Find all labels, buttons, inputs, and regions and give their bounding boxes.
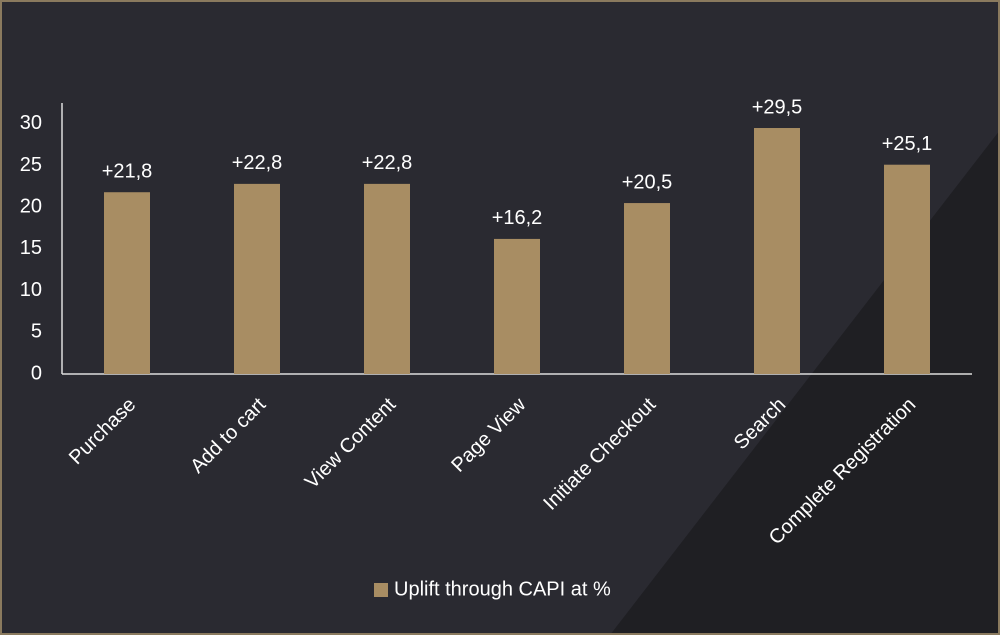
bar [754, 128, 800, 374]
value-label: +22,8 [362, 152, 413, 174]
bar [104, 192, 150, 374]
value-label: +29,5 [752, 96, 803, 118]
y-tick-label: 10 [20, 279, 42, 301]
y-tick-label: 20 [20, 196, 42, 218]
y-tick-label: 5 [31, 321, 42, 343]
bar [494, 238, 540, 374]
value-label: +16,2 [492, 207, 543, 229]
value-label: +21,8 [102, 161, 153, 183]
bar [884, 164, 930, 374]
y-tick-label: 25 [20, 154, 42, 176]
value-label: +25,1 [882, 133, 933, 155]
value-label: +20,5 [622, 171, 673, 193]
legend-label: Uplift through CAPI at % [394, 578, 611, 600]
y-tick-label: 0 [31, 362, 42, 384]
value-label: +22,8 [232, 152, 283, 174]
bar [624, 203, 670, 374]
bar [364, 183, 410, 374]
legend-swatch [374, 583, 388, 597]
bar [234, 183, 280, 374]
y-tick-label: 30 [20, 112, 42, 134]
y-tick-label: 15 [20, 237, 42, 259]
